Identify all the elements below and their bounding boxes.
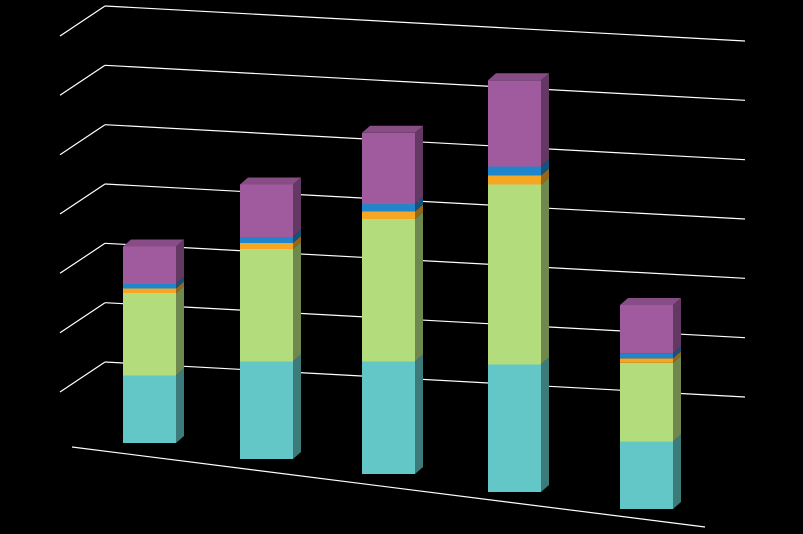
bar-segment-side-5-0: [673, 434, 681, 509]
bar-segment-2-2: [240, 243, 293, 249]
bar-top-1: [123, 239, 184, 247]
gridlines: [59, 5, 746, 528]
bar-segment-side-2-3: [293, 230, 301, 243]
bar-segment-side-3-4: [415, 125, 423, 204]
gridline-side-0: [59, 361, 106, 393]
bar-segment-4-4: [488, 80, 541, 167]
bar-segment-3-1: [362, 219, 415, 362]
bar-segment-1-0: [123, 375, 176, 443]
bar-segment-1-2: [123, 288, 176, 293]
gridline-side-3: [59, 183, 106, 215]
bar-segment-3-3: [362, 204, 415, 212]
bar-segment-2-3: [240, 237, 293, 243]
bar-segment-4-1: [488, 184, 541, 365]
bar-segment-side-4-4: [541, 73, 549, 167]
bar-segment-side-3-0: [415, 354, 423, 474]
bar-segment-side-4-2: [541, 168, 549, 185]
bar-segment-side-3-1: [415, 212, 423, 362]
bar-segment-side-4-3: [541, 159, 549, 176]
gridline-2: [104, 242, 746, 279]
bar-stack-5: [620, 298, 681, 509]
gridline-side-6: [59, 5, 106, 37]
bar-segment-side-4-1: [541, 177, 549, 365]
gridline-side-5: [59, 64, 106, 96]
bar-segment-5-4: [620, 305, 673, 354]
gridline-4: [104, 124, 746, 161]
bar-segment-side-5-2: [673, 351, 681, 363]
bar-segment-5-3: [620, 353, 673, 359]
bar-segment-side-5-3: [673, 346, 681, 359]
bar-segment-side-1-0: [176, 368, 184, 443]
bar-segment-side-5-1: [673, 355, 681, 442]
floor-front-edge: [71, 446, 706, 528]
gridline-side-2: [59, 242, 106, 274]
bar-stacks: [123, 73, 681, 509]
bar-segment-2-1: [240, 249, 293, 362]
bar-segment-side-3-3: [415, 197, 423, 212]
bar-top-2: [240, 177, 301, 185]
bar-top-4: [488, 73, 549, 81]
bar-top-3: [362, 125, 423, 133]
bar-segment-side-5-4: [673, 298, 681, 354]
bar-stack-2: [240, 177, 301, 459]
gridline-6: [104, 5, 746, 42]
bar-segment-3-2: [362, 211, 415, 219]
bar-segment-1-3: [123, 284, 176, 289]
bar-segment-side-2-1: [293, 242, 301, 362]
bar-segment-4-3: [488, 166, 541, 176]
bar-segment-side-2-2: [293, 236, 301, 249]
gridline-side-4: [59, 124, 106, 156]
bar-segment-side-4-0: [541, 357, 549, 492]
bar-segment-side-3-2: [415, 204, 423, 219]
bar-segment-4-2: [488, 175, 541, 185]
bar-stack-4: [488, 73, 549, 492]
bar-segment-1-4: [123, 246, 176, 284]
gridline-5: [104, 64, 746, 101]
bar-segment-2-4: [240, 184, 293, 237]
bar-segment-3-4: [362, 132, 415, 205]
gridline-side-1: [59, 302, 106, 334]
bar-segment-2-0: [240, 361, 293, 459]
bar-segment-4-0: [488, 364, 541, 492]
bar-segment-side-2-4: [293, 177, 301, 237]
bar-segment-5-1: [620, 362, 673, 442]
bar-stack-1: [123, 239, 184, 443]
bar-segment-side-1-4: [176, 239, 184, 284]
bar-segment-5-0: [620, 441, 673, 509]
bar-segment-5-2: [620, 358, 673, 363]
bar-segment-side-1-3: [176, 277, 184, 289]
bar-segment-side-2-0: [293, 354, 301, 459]
bar-segment-1-1: [123, 293, 176, 376]
bar-stack-3: [362, 125, 423, 474]
gridline-3: [104, 183, 746, 220]
bar-top-5: [620, 298, 681, 305]
bar-segment-side-1-2: [176, 281, 184, 293]
bar-segment-3-0: [362, 361, 415, 474]
bar-segment-side-1-1: [176, 286, 184, 376]
